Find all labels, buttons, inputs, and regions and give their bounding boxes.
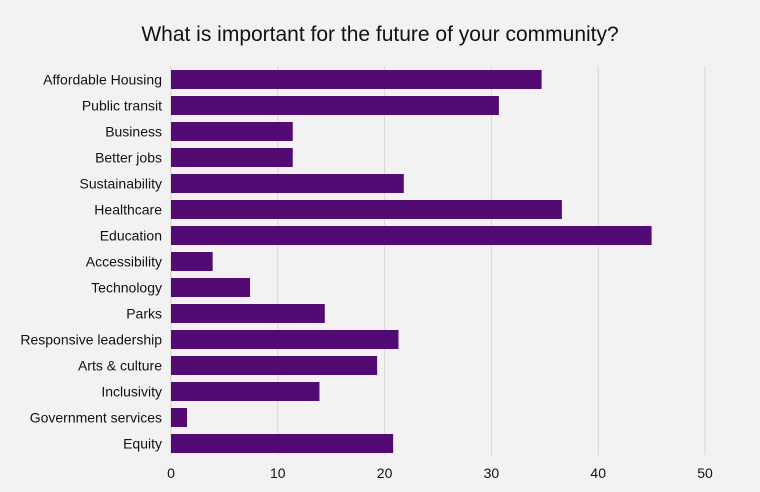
bar: [171, 122, 293, 141]
category-label: Sustainability: [80, 176, 163, 192]
category-label: Parks: [126, 306, 162, 322]
x-tick-label: 0: [167, 465, 175, 481]
x-tick-label: 10: [270, 465, 286, 481]
category-label: Public transit: [82, 98, 162, 114]
bar: [171, 200, 562, 219]
x-tick-label: 30: [484, 465, 500, 481]
category-label: Better jobs: [95, 150, 162, 166]
bar: [171, 252, 213, 271]
bar: [171, 382, 320, 401]
bar: [171, 96, 499, 115]
chart-title: What is important for the future of your…: [141, 23, 618, 46]
bar: [171, 330, 399, 349]
category-label: Inclusivity: [101, 384, 162, 400]
category-label: Arts & culture: [78, 358, 162, 374]
category-label: Responsive leadership: [20, 332, 162, 348]
bar: [171, 70, 542, 89]
bar: [171, 174, 404, 193]
category-labels: Affordable Housing Public transit Business…: [20, 72, 162, 452]
category-label: Government services: [30, 410, 162, 426]
category-label: Business: [105, 124, 162, 140]
bar: [171, 356, 378, 375]
bar: [171, 304, 325, 323]
x-tick-label: 50: [697, 465, 713, 481]
x-tick-label: 20: [377, 465, 393, 481]
category-label: Healthcare: [94, 202, 162, 218]
category-label: Technology: [91, 280, 162, 296]
x-tick-label: 40: [590, 465, 606, 481]
bar: [171, 226, 652, 245]
bar: [171, 278, 251, 297]
bar-layer: [171, 70, 652, 453]
bar: [171, 434, 394, 453]
category-label: Affordable Housing: [43, 72, 162, 88]
bar: [171, 148, 293, 167]
category-label: Education: [100, 228, 162, 244]
category-label: Equity: [123, 436, 162, 452]
x-tick-labels: 0 10 20 30 40 50: [167, 465, 713, 481]
category-label: Accessibility: [86, 254, 162, 270]
bar: [171, 408, 188, 427]
